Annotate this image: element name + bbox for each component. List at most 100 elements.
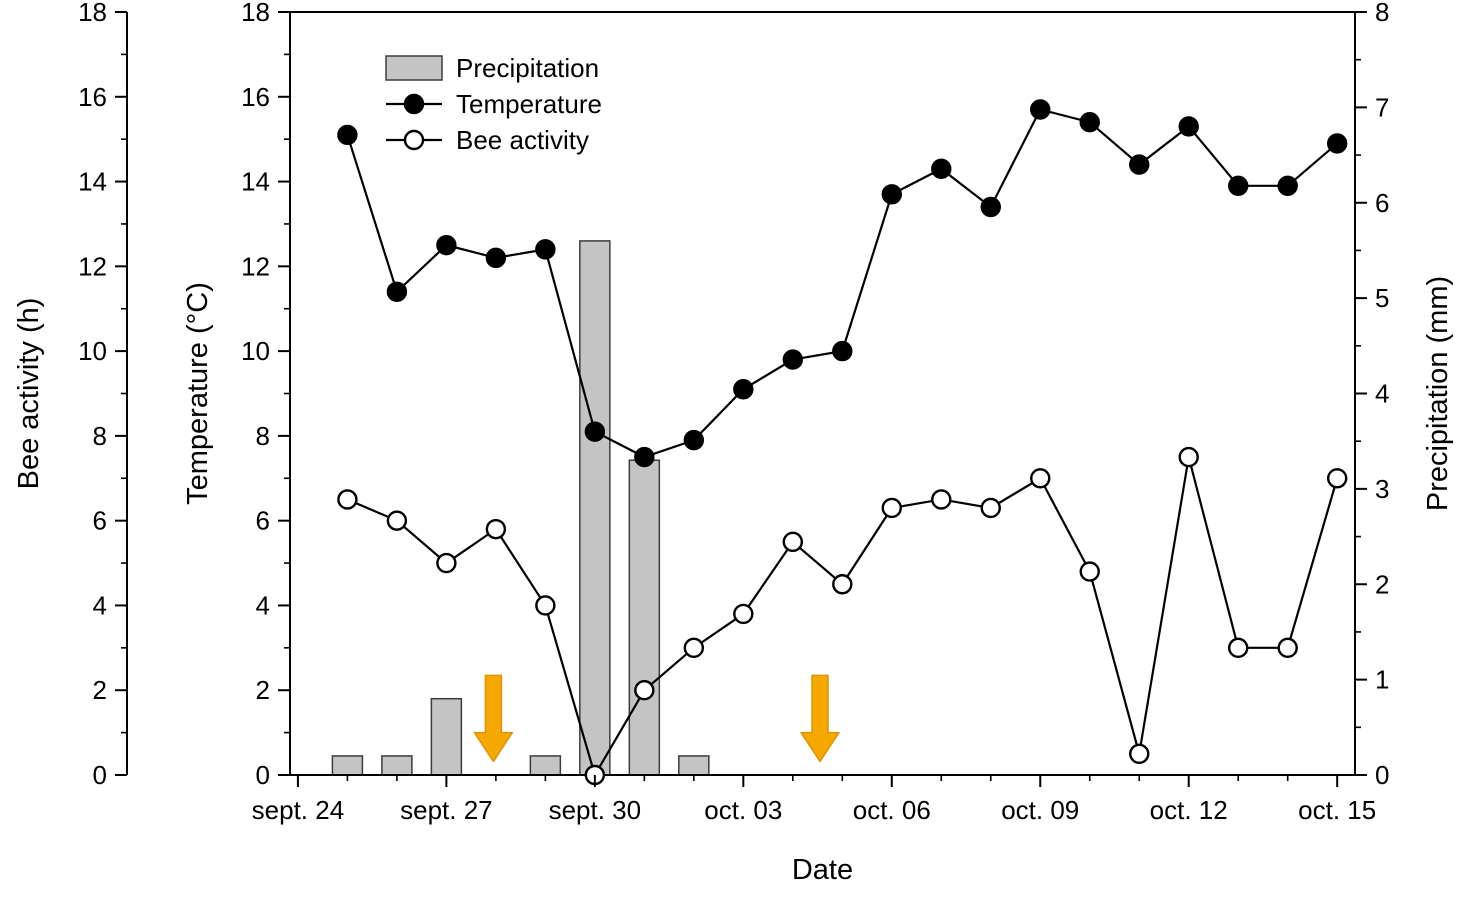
temperature-point (1129, 154, 1150, 175)
y-tick-label: 18 (241, 0, 270, 27)
temperature-point (782, 349, 804, 370)
temperature-point (1079, 112, 1100, 133)
axes: sept. 24 sept. 27 sept. 30 oct. 03 oct. 06 oc… (13, 0, 1454, 886)
precipitation-bar (381, 755, 413, 776)
temperature-point (386, 281, 408, 302)
x-tick-label: oct. 06 (853, 795, 931, 825)
precipitation-bar (529, 755, 562, 776)
temperature-axis-title: Temperature (°C) (182, 282, 214, 505)
bee-activity-point (535, 595, 556, 616)
bee-activity-point (337, 489, 358, 510)
precipitation-bar (430, 697, 463, 776)
temperature-point (931, 158, 952, 180)
bee-activity-point (485, 518, 507, 540)
x-tick-label: oct. 09 (1001, 795, 1079, 825)
temperature-point (1277, 175, 1298, 196)
y-tick-label: 4 (1375, 379, 1389, 409)
y-tick-label: 0 (256, 760, 270, 790)
y-tick-label: 2 (1375, 569, 1389, 599)
legend-label-bee-activity: Bee activity (456, 125, 589, 155)
temperature-point (683, 429, 705, 451)
y-tick-label: 0 (93, 760, 107, 790)
y-tick-label: 4 (256, 590, 270, 620)
y-tick-label: 0 (1375, 760, 1389, 790)
y-tick-label: 6 (1375, 188, 1389, 218)
event-arrow-down (800, 674, 840, 763)
temperature-series (337, 99, 1348, 468)
annotations (473, 674, 840, 763)
temperature-point (980, 196, 1001, 218)
y-tick-label: 7 (1375, 92, 1389, 122)
y-tick-label: 3 (1375, 474, 1389, 504)
bee-activity-point (1277, 637, 1298, 659)
event-arrow-down (473, 674, 514, 763)
temperature-point (733, 379, 754, 400)
temperature-point (584, 421, 606, 442)
precipitation-bar (331, 755, 364, 776)
bee-activity-point (1228, 637, 1249, 659)
x-tick-label: oct. 15 (1298, 795, 1376, 825)
temperature-point (1030, 99, 1051, 120)
x-tick-label: sept. 27 (400, 795, 493, 825)
legend: Precipitation Temperature Bee activity (385, 53, 602, 155)
x-tick-label: oct. 03 (704, 795, 782, 825)
precipitation-axis-title: Precipitation (mm) (1422, 276, 1454, 511)
bee-activity-point (436, 552, 457, 574)
temperature-point (1228, 175, 1249, 196)
x-tick-label: oct. 12 (1150, 795, 1228, 825)
temperature-point (337, 124, 358, 146)
precipitation-bar (579, 240, 611, 776)
legend-label-precipitation: Precipitation (456, 53, 599, 83)
y-tick-label: 5 (1375, 283, 1389, 313)
y-tick-label: 8 (93, 421, 107, 451)
bee-axis-title: Bee activity (h) (13, 298, 45, 490)
x-axis-title: Date (792, 854, 853, 886)
bee-activity-series (337, 446, 1348, 786)
y-tick-label: 16 (241, 82, 270, 112)
precipitation-bar (678, 755, 710, 776)
y-tick-label: 8 (1375, 0, 1389, 27)
y-tick-label: 1 (1375, 665, 1389, 695)
bee-activity-point (980, 497, 1001, 519)
y-tick-label: 12 (241, 251, 270, 281)
y-tick-label: 12 (78, 251, 107, 281)
y-tick-label: 14 (78, 167, 107, 197)
bee-activity-point (1129, 743, 1150, 765)
legend-swatch-precipitation (385, 55, 443, 81)
temperature-point (1178, 116, 1199, 137)
temperature-point (436, 234, 457, 256)
bee-activity-point (386, 510, 408, 531)
y-tick-label: 2 (256, 675, 270, 705)
bee-activity-point (782, 531, 804, 553)
y-tick-label: 18 (78, 0, 107, 27)
x-tick-label: sept. 30 (549, 795, 642, 825)
legend-marker-temperature (403, 93, 425, 115)
bee-activity-point (683, 637, 705, 659)
temperature-point (832, 340, 853, 362)
bee-activity-point (881, 497, 902, 519)
y-tick-label: 2 (93, 675, 107, 705)
bee-activity-point (1178, 446, 1199, 468)
y-tick-label: 10 (241, 336, 270, 366)
bee-activity-point (1079, 561, 1100, 582)
bee-activity-point (1326, 468, 1348, 489)
bee-activity-point (634, 680, 655, 701)
temperature-point (634, 446, 655, 468)
precipitation-bar (628, 459, 661, 776)
temperature-point (485, 247, 507, 269)
bee-activity-point (733, 603, 754, 625)
y-tick-label: 4 (93, 590, 107, 620)
legend-marker-bee-activity (403, 129, 425, 151)
x-tick-label: sept. 24 (252, 795, 345, 825)
legend-label-temperature: Temperature (456, 89, 602, 119)
y-tick-label: 16 (78, 82, 107, 112)
temperature-point (881, 184, 902, 205)
bee-activity-point (931, 489, 952, 510)
y-tick-label: 6 (256, 506, 270, 536)
temperature-point (1326, 133, 1348, 154)
bee-activity-point (1030, 468, 1051, 489)
temperature-point (535, 239, 556, 260)
